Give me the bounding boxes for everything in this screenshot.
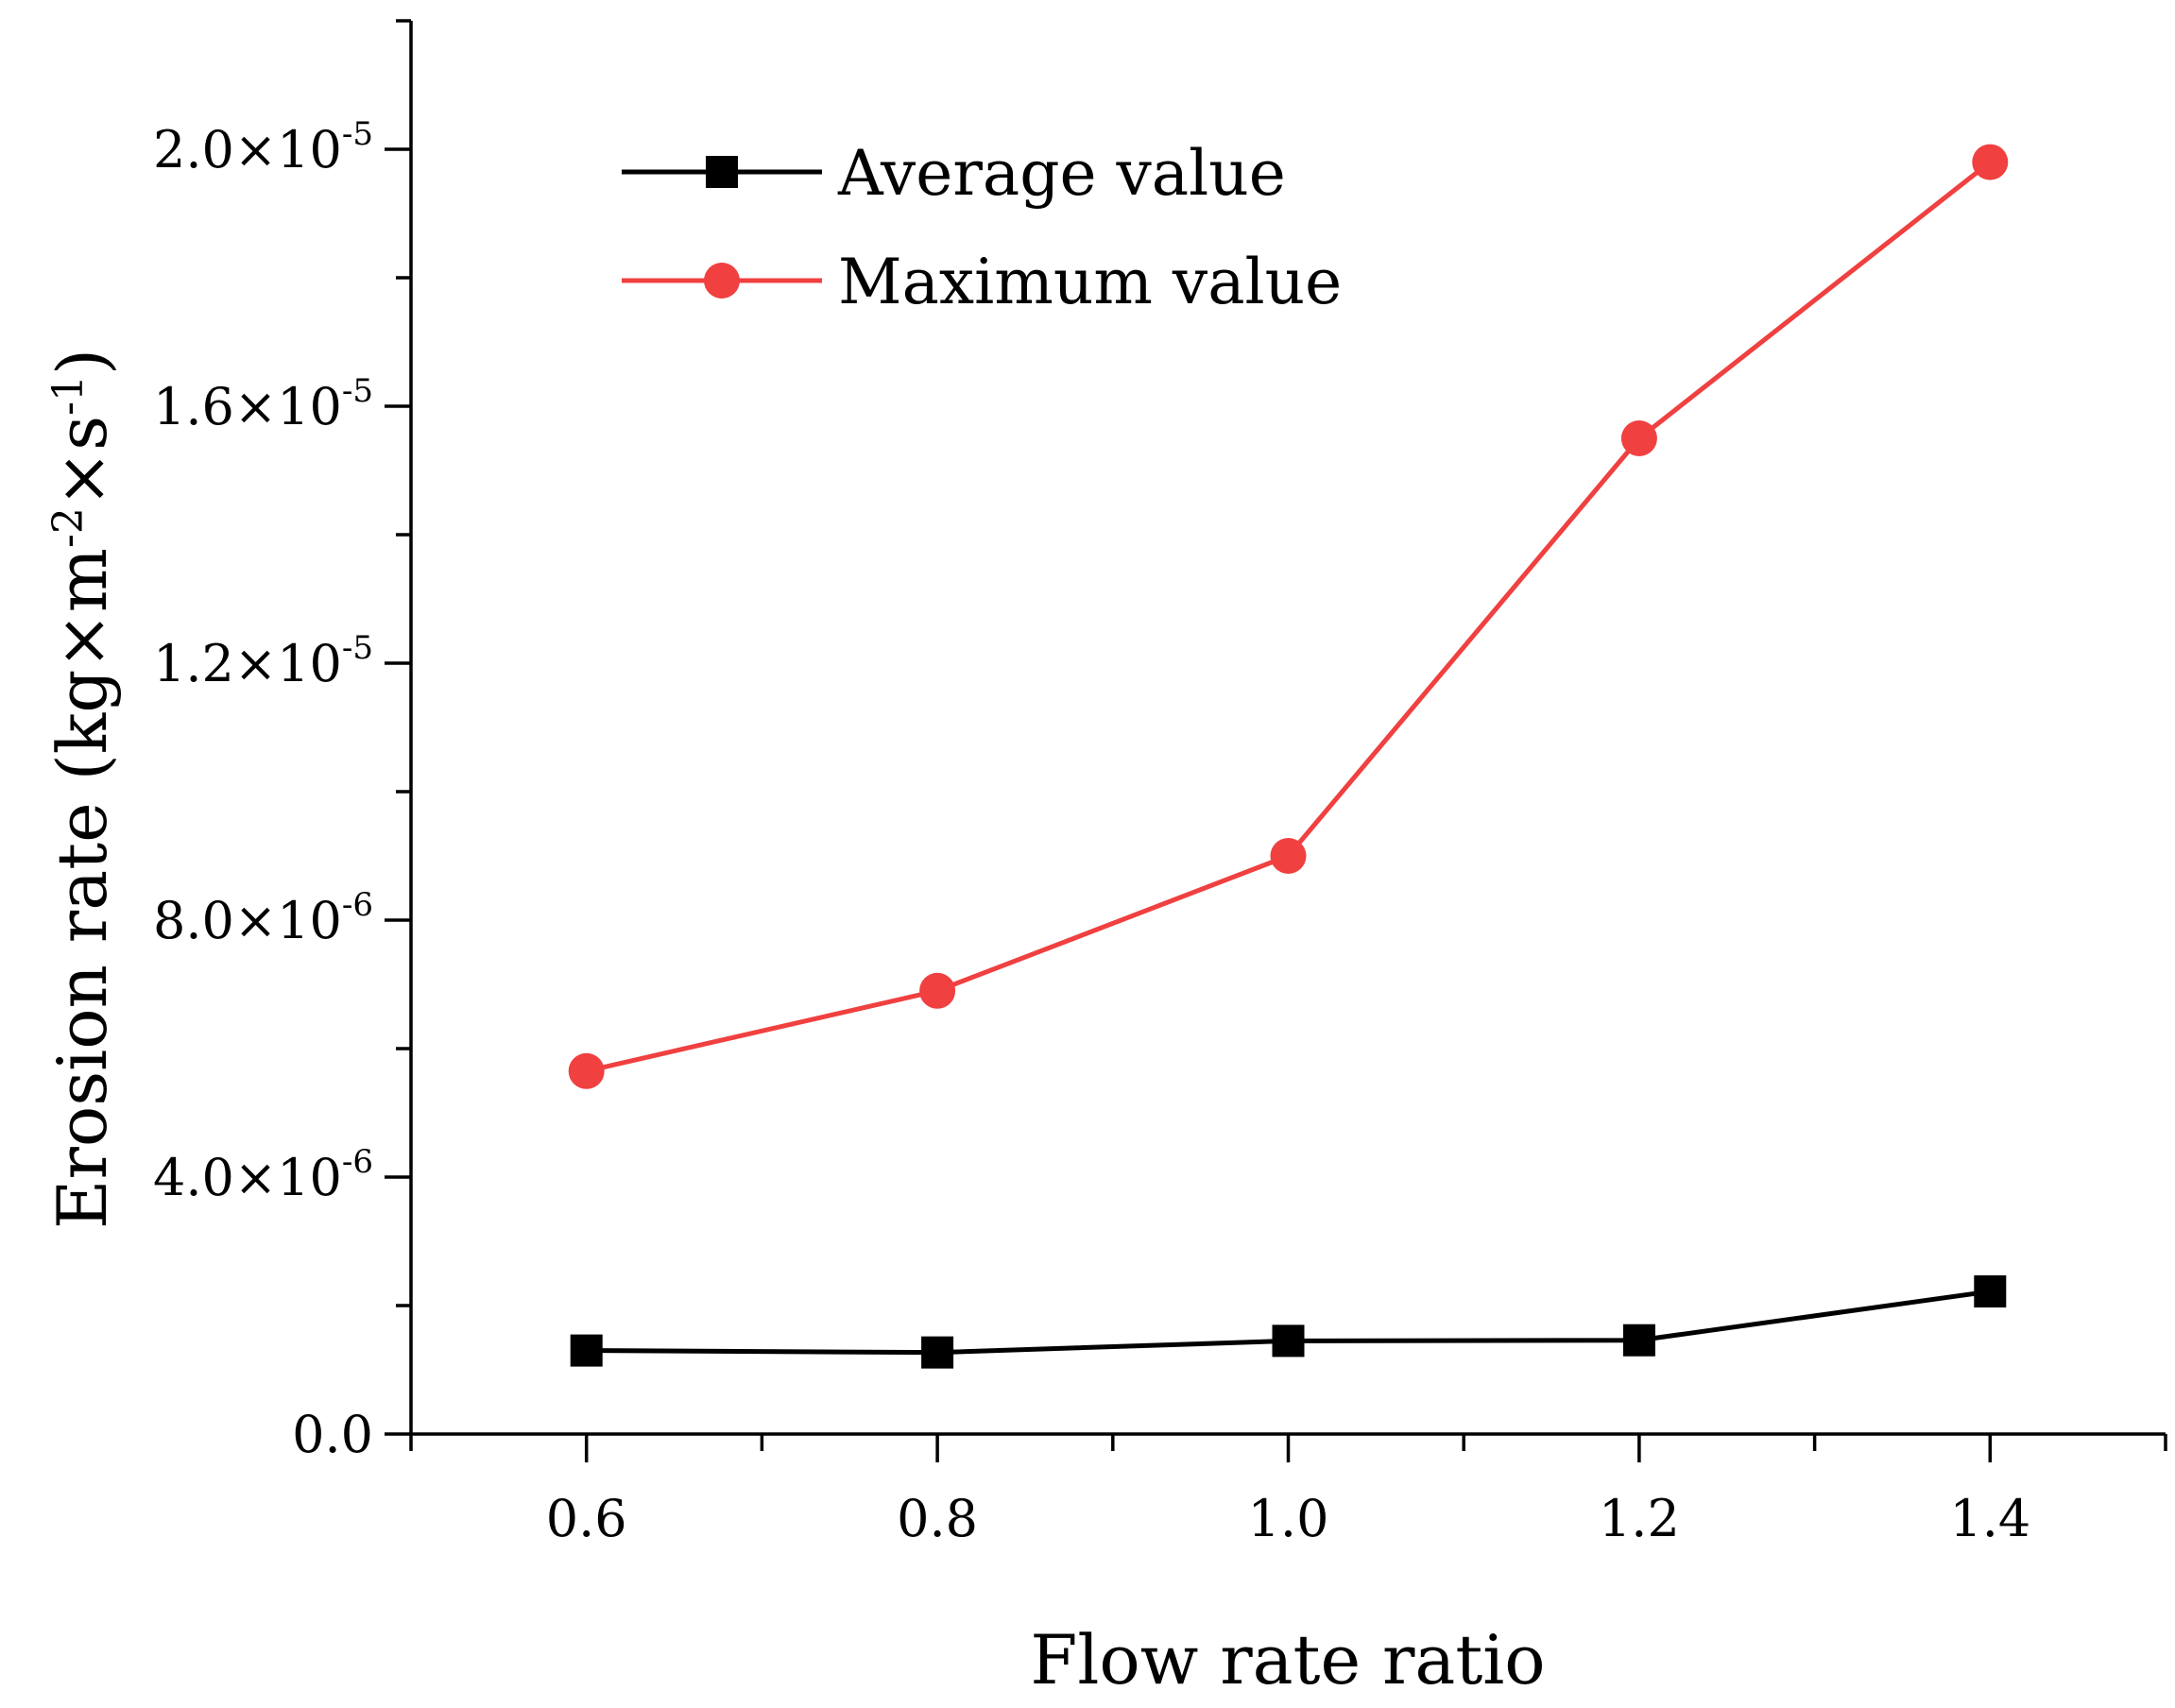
y-tick-mantissa: 8.0×10 [153, 891, 342, 950]
y-tick-mantissa: 1.6×10 [153, 377, 342, 436]
y-tick-exponent: -5 [342, 372, 373, 410]
x-tick-label: 1.0 [1248, 1489, 1329, 1548]
y-axis-title: Erosion rate (kg×m-2×s-1) [43, 349, 122, 1229]
data-point-maximum [568, 1052, 605, 1089]
legend-label-average: Average value [837, 137, 1286, 210]
y-tick-mantissa: 1.2×10 [153, 634, 342, 693]
legend-marker-average [706, 156, 738, 188]
y-tick-exponent: -6 [342, 886, 373, 924]
legend-item-average: Average value [622, 137, 1286, 210]
y-tick-mantissa: 0.0 [292, 1405, 373, 1464]
data-point-maximum [1972, 144, 2009, 180]
y-tick-label: 0.0 [292, 1405, 373, 1464]
legend-item-maximum: Maximum value [622, 246, 1342, 318]
data-point-average [570, 1334, 603, 1367]
y-tick-mantissa: 4.0×10 [153, 1148, 342, 1207]
y-axis-title-text: Erosion rate (kg×m [43, 548, 122, 1229]
y-tick-label: 1.6×10-5 [153, 372, 373, 436]
data-point-average [1272, 1324, 1305, 1358]
y-tick-exponent: -5 [342, 115, 373, 153]
y-axis-title-mid: ×s [43, 416, 122, 507]
x-tick-label: 0.6 [546, 1489, 627, 1548]
markers [568, 144, 2009, 1369]
data-point-average [921, 1336, 954, 1369]
y-axis-title-end: ) [43, 349, 122, 375]
legend: Average value Maximum value [622, 137, 1342, 318]
y-tick-label: 1.2×10-5 [153, 629, 373, 693]
x-tick-label: 1.4 [1949, 1489, 2030, 1548]
y-tick-label: 4.0×10-6 [153, 1143, 373, 1207]
data-point-maximum [1620, 420, 1657, 456]
y-tick-exponent: -5 [342, 629, 373, 667]
x-tick-label: 1.2 [1599, 1489, 1680, 1548]
data-point-average [1622, 1324, 1655, 1357]
y-tick-mantissa: 2.0×10 [153, 120, 342, 179]
y-ticks: 0.04.0×10-68.0×10-61.2×10-51.6×10-52.0×1… [153, 19, 411, 1464]
data-point-maximum [919, 972, 956, 1009]
x-tick-label: 0.8 [897, 1489, 978, 1548]
x-ticks: 0.6 0.8 1.0 1.2 1.4 [409, 1434, 2167, 1548]
legend-label-maximum: Maximum value [838, 246, 1342, 318]
y-axis-title-sup1: -2 [44, 507, 93, 548]
x-axis-title: Flow rate ratio [1030, 1620, 1545, 1699]
legend-marker-maximum [704, 263, 740, 299]
y-tick-exponent: -6 [342, 1143, 373, 1181]
y-tick-label: 8.0×10-6 [153, 886, 373, 950]
data-point-average [1974, 1275, 2007, 1308]
data-point-maximum [1270, 838, 1307, 874]
y-tick-label: 2.0×10-5 [153, 115, 373, 179]
plot-lines [586, 160, 1992, 1356]
y-axis-title-sup2: -1 [44, 375, 93, 416]
